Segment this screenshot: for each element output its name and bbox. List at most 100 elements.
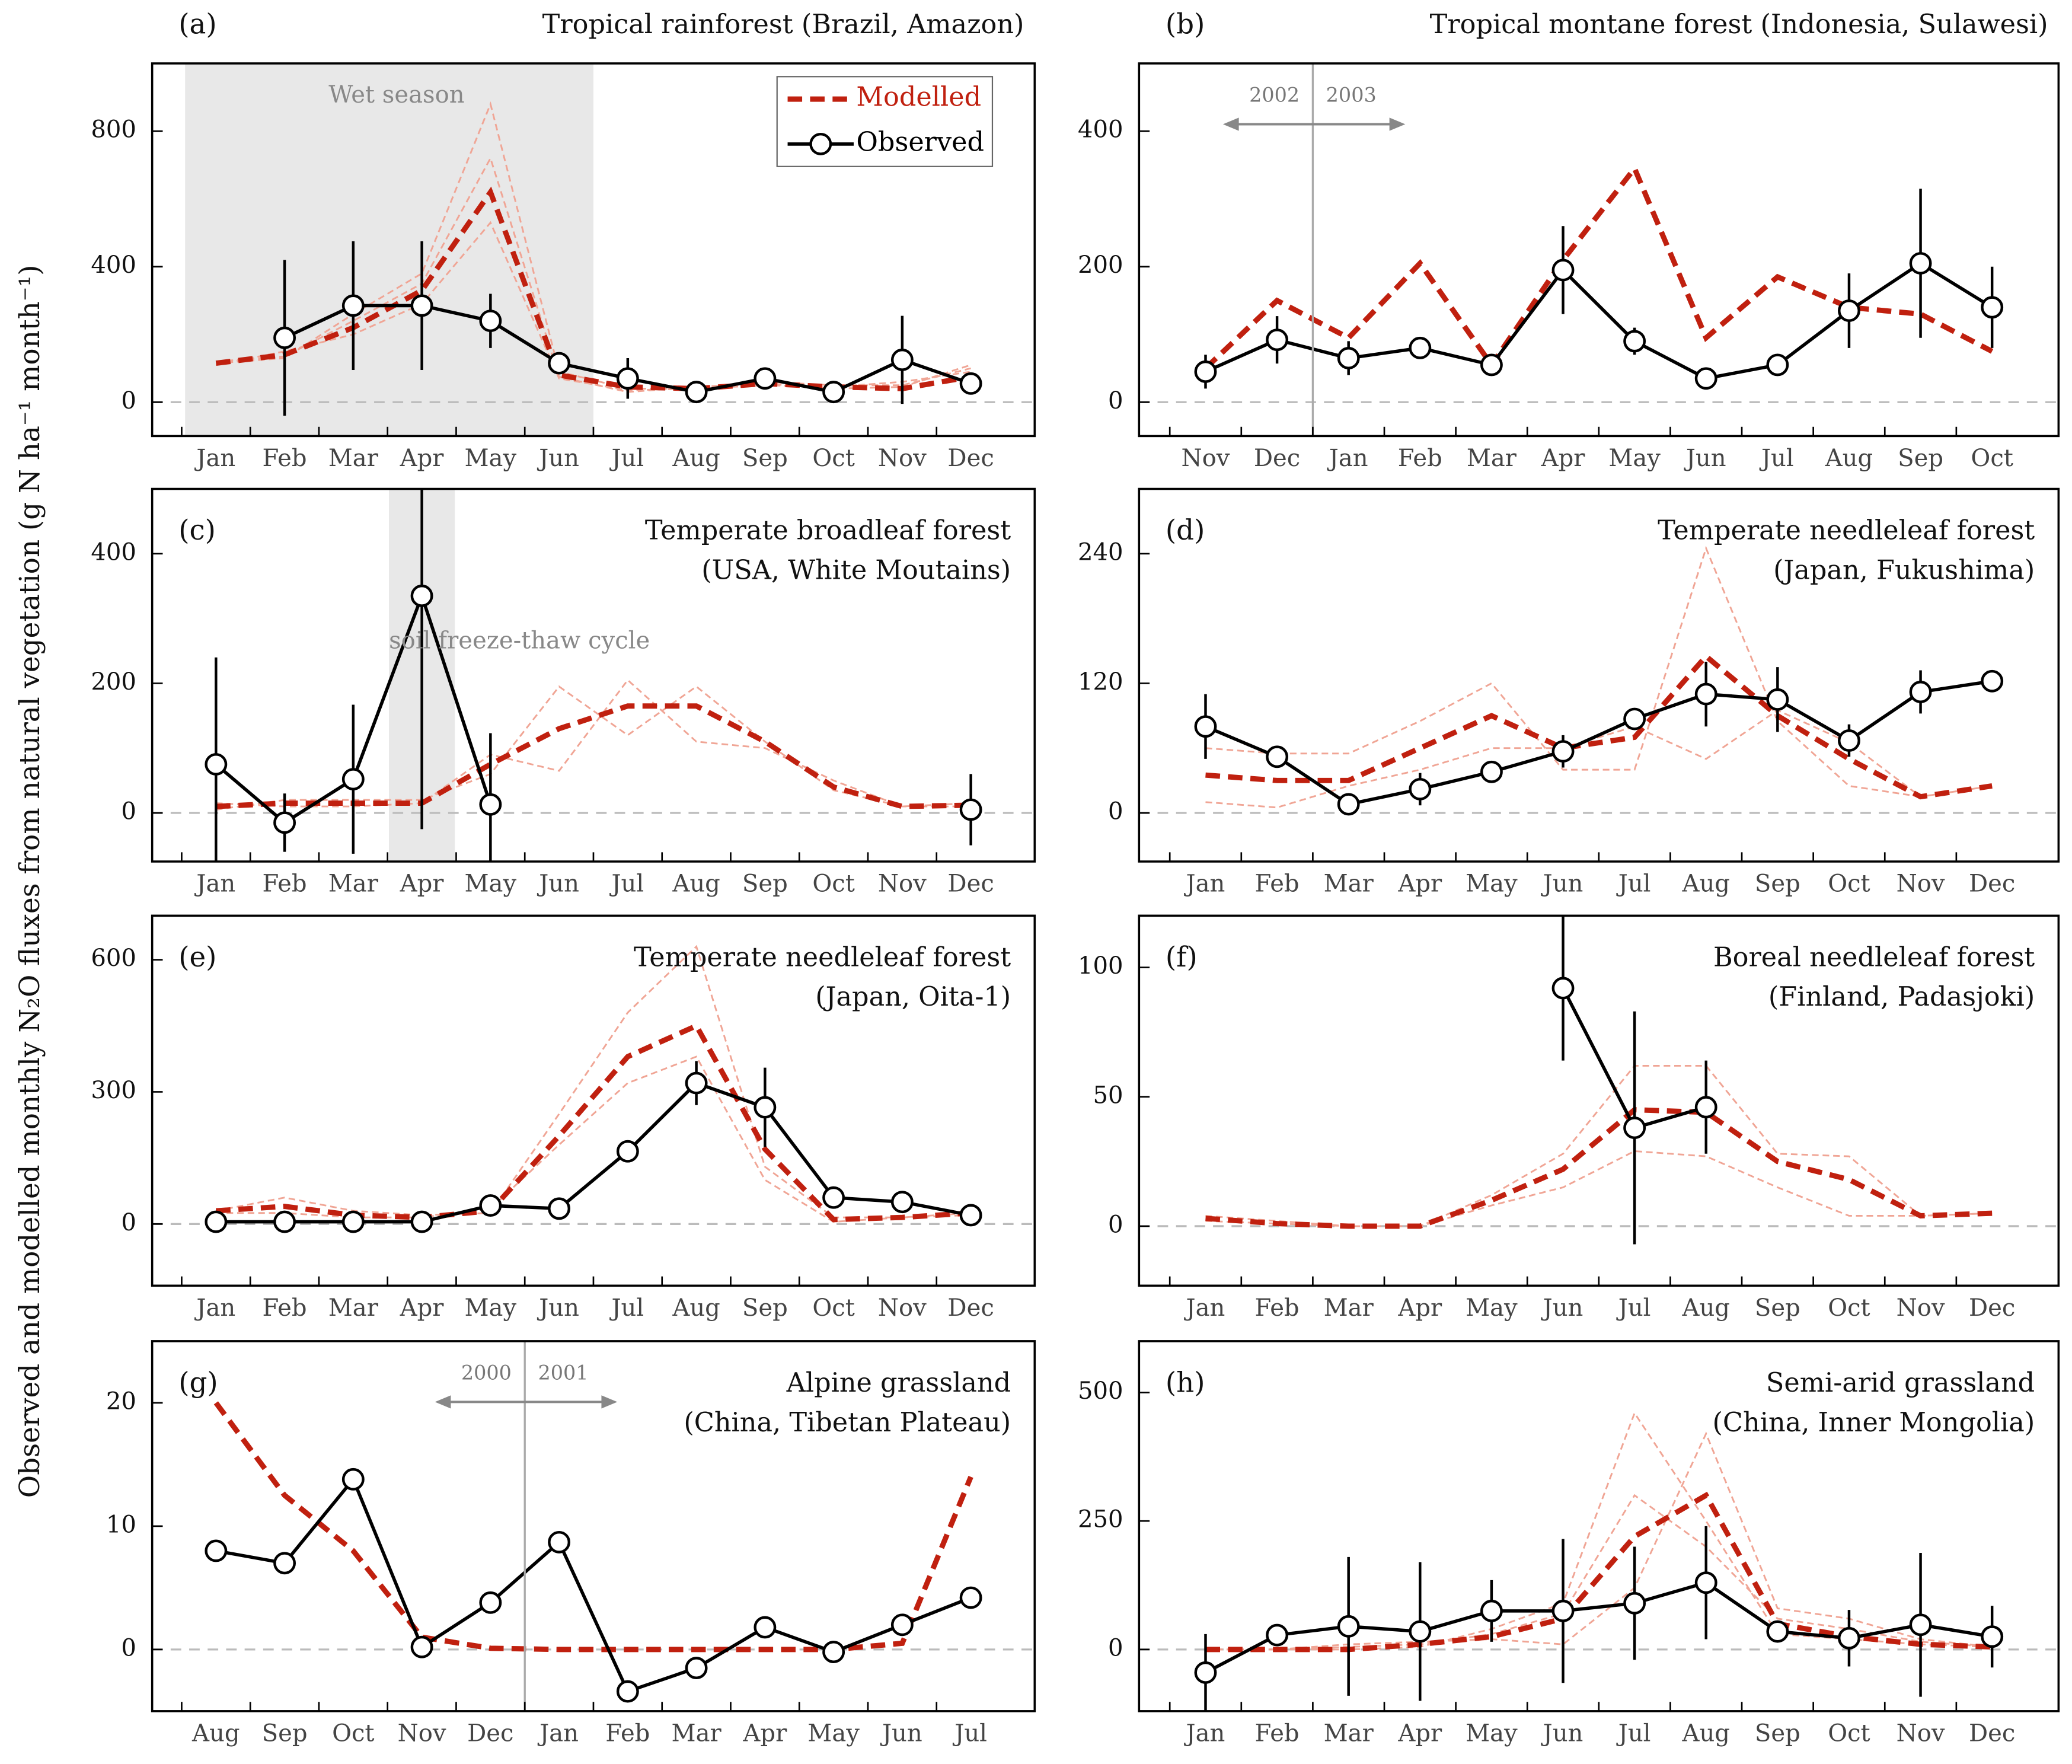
observed-line	[215, 1476, 972, 1694]
panel-subtitle: (Japan, Oita-1)	[815, 981, 1011, 1012]
y-tick-label: 400	[1078, 116, 1123, 143]
x-tick-label: Apr	[400, 445, 445, 472]
y-tick-label: 500	[1078, 1377, 1123, 1405]
observed-line	[1205, 1581, 1993, 1674]
y-tick-label: 100	[1078, 952, 1123, 980]
ensemble-line	[1205, 546, 1993, 798]
x-tick-label: Jan	[1184, 870, 1225, 898]
modelled-line	[215, 186, 972, 391]
x-tick-label: Aug	[672, 870, 720, 898]
x-tick-label: Jul	[609, 1294, 644, 1322]
legend-label: Modelled	[856, 82, 981, 113]
x-tick-label: Feb	[1255, 1720, 1300, 1747]
x-tick-label: Jan	[1327, 445, 1368, 472]
observed-point	[1766, 353, 1789, 377]
x-tick-label: Jul	[1759, 445, 1794, 472]
x-tick-label: Sep	[1755, 870, 1800, 898]
observed-point	[479, 1194, 502, 1217]
x-tick-label: Mar	[672, 1720, 722, 1747]
modelled-line	[1203, 163, 1994, 371]
x-tick-label: Oct	[1971, 445, 2013, 472]
observed-point	[822, 381, 845, 404]
x-tick-label: Jul	[609, 445, 644, 472]
panel-title: Tropical montane forest (Indonesia, Sula…	[1430, 9, 2048, 40]
x-tick-label: Oct	[812, 870, 854, 898]
ensemble-line	[1205, 1150, 1993, 1227]
x-tick-label: Jun	[880, 1720, 922, 1747]
x-tick-label: Jun	[537, 1294, 579, 1322]
x-tick-label: Aug	[1681, 1720, 1729, 1747]
observed-point	[685, 1657, 708, 1680]
observed-point	[1766, 1620, 1789, 1643]
x-tick-label: Jul	[1616, 1720, 1651, 1747]
observed-point	[548, 1197, 571, 1220]
y-tick-label: 250	[1078, 1506, 1123, 1533]
axes-frame	[1138, 1340, 2060, 1712]
axes-frame	[1138, 62, 2060, 438]
x-tick-label: May	[465, 1294, 517, 1322]
panel-title: Alpine grassland	[786, 1367, 1011, 1398]
observed-point	[205, 753, 228, 776]
observed-point	[1766, 688, 1789, 711]
x-tick-label: Jul	[609, 870, 644, 898]
observed-point	[273, 811, 296, 834]
panel-subtitle: (Japan, Fukushima)	[1773, 554, 2035, 585]
panel: 0 250 500 Jan Feb Mar Apr May Jun Jul Aug Sep Oct Nov…	[1078, 1340, 2060, 1747]
annotation: soil freeze-thaw cycle	[389, 627, 650, 655]
observed-point	[1694, 1571, 1717, 1594]
x-tick-label: Dec	[1969, 1720, 2015, 1747]
panel-label: (e)	[178, 942, 216, 974]
observed-point	[1551, 1599, 1575, 1622]
panel-subtitle: (USA, White Moutains)	[701, 554, 1011, 585]
x-tick-label: Jun	[1684, 445, 1726, 472]
x-tick-label: Aug	[1681, 870, 1729, 898]
y-tick-label: 0	[121, 387, 136, 414]
x-tick-label: Jan	[1184, 1720, 1225, 1747]
panel-subtitle: (China, Tibetan Plateau)	[684, 1407, 1011, 1438]
y-tick-label: 200	[1078, 251, 1123, 279]
observed-point	[754, 367, 777, 390]
panel-title: Temperate needleleaf forest	[634, 942, 1011, 972]
observed-point	[1480, 1599, 1503, 1622]
x-tick-label: Jan	[194, 445, 235, 472]
plot-area	[152, 63, 1035, 436]
panel-title: Boreal needleleaf forest	[1713, 942, 2035, 972]
observed-point	[1623, 330, 1646, 353]
observed-point	[1623, 1117, 1646, 1140]
ensemble-line	[1205, 1411, 1993, 1651]
modelled-line	[1205, 1491, 1993, 1653]
plot-area	[1139, 916, 2059, 1245]
observed-point	[1838, 299, 1860, 322]
observed-point	[1551, 259, 1575, 282]
panel-label: (d)	[1166, 515, 1205, 547]
y-tick-label: 600	[91, 945, 136, 972]
x-tick-label: Mar	[1324, 870, 1374, 898]
x-tick-label: Jun	[1541, 1294, 1583, 1322]
x-tick-label: May	[1466, 1294, 1518, 1322]
observed-point	[959, 1586, 982, 1609]
observed-point	[1266, 745, 1289, 768]
observed-point	[1838, 729, 1860, 752]
y-tick-label: 0	[1108, 1211, 1123, 1238]
year-label: 2003	[1326, 84, 1377, 107]
x-tick-label: Sep	[262, 1720, 308, 1747]
panel: 0 300 600 Jan Feb Mar Apr May Jun Jul Aug Sep Oct Nov…	[91, 914, 1036, 1322]
axes-frame	[151, 487, 1036, 863]
observed-point	[1409, 1620, 1432, 1643]
x-tick-label: Feb	[263, 870, 307, 898]
observed-point	[1694, 367, 1717, 390]
y-tick-label: 0	[1108, 1634, 1123, 1661]
observed-point	[1981, 1625, 2004, 1648]
ensemble-line	[216, 221, 971, 391]
x-tick-label: Jun	[537, 445, 579, 472]
x-tick-label: Oct	[1828, 1294, 1870, 1322]
x-tick-label: Apr	[400, 1294, 445, 1322]
y-tick-label: 0	[121, 798, 136, 825]
x-tick-label: Feb	[263, 1294, 307, 1322]
x-tick-label: Nov	[878, 870, 927, 898]
x-tick-label: Apr	[1397, 1294, 1442, 1322]
x-tick-label: Oct	[332, 1720, 374, 1747]
x-tick-label: Aug	[672, 445, 720, 472]
x-tick-label: Sep	[742, 1294, 788, 1322]
